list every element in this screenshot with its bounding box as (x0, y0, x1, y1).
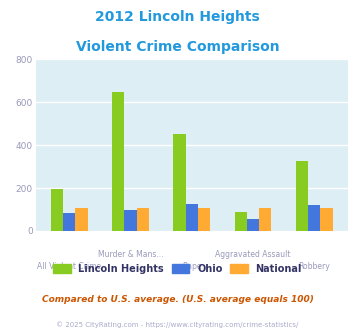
Text: 2012 Lincoln Heights: 2012 Lincoln Heights (95, 10, 260, 24)
Bar (308, 205, 320, 231)
Text: Murder & Mans...: Murder & Mans... (98, 250, 163, 259)
Legend: Lincoln Heights, Ohio, National: Lincoln Heights, Ohio, National (53, 264, 302, 274)
Bar (235, 212, 247, 231)
Text: Aggravated Assault: Aggravated Assault (215, 250, 291, 259)
Bar (186, 204, 198, 231)
Bar (112, 92, 124, 231)
Bar (259, 209, 271, 231)
Bar (320, 209, 333, 231)
Bar (296, 161, 308, 231)
Text: Violent Crime Comparison: Violent Crime Comparison (76, 40, 279, 53)
Bar (124, 210, 137, 231)
Bar (198, 209, 210, 231)
Text: Robbery: Robbery (298, 262, 330, 271)
Text: © 2025 CityRating.com - https://www.cityrating.com/crime-statistics/: © 2025 CityRating.com - https://www.city… (56, 322, 299, 328)
Bar (75, 209, 88, 231)
Text: Rape: Rape (182, 262, 201, 271)
Text: Compared to U.S. average. (U.S. average equals 100): Compared to U.S. average. (U.S. average … (42, 295, 313, 304)
Bar (51, 189, 63, 231)
Bar (137, 209, 149, 231)
Bar (173, 134, 186, 231)
Bar (63, 213, 75, 231)
Text: All Violent Crime: All Violent Crime (37, 262, 101, 271)
Bar (247, 219, 259, 231)
